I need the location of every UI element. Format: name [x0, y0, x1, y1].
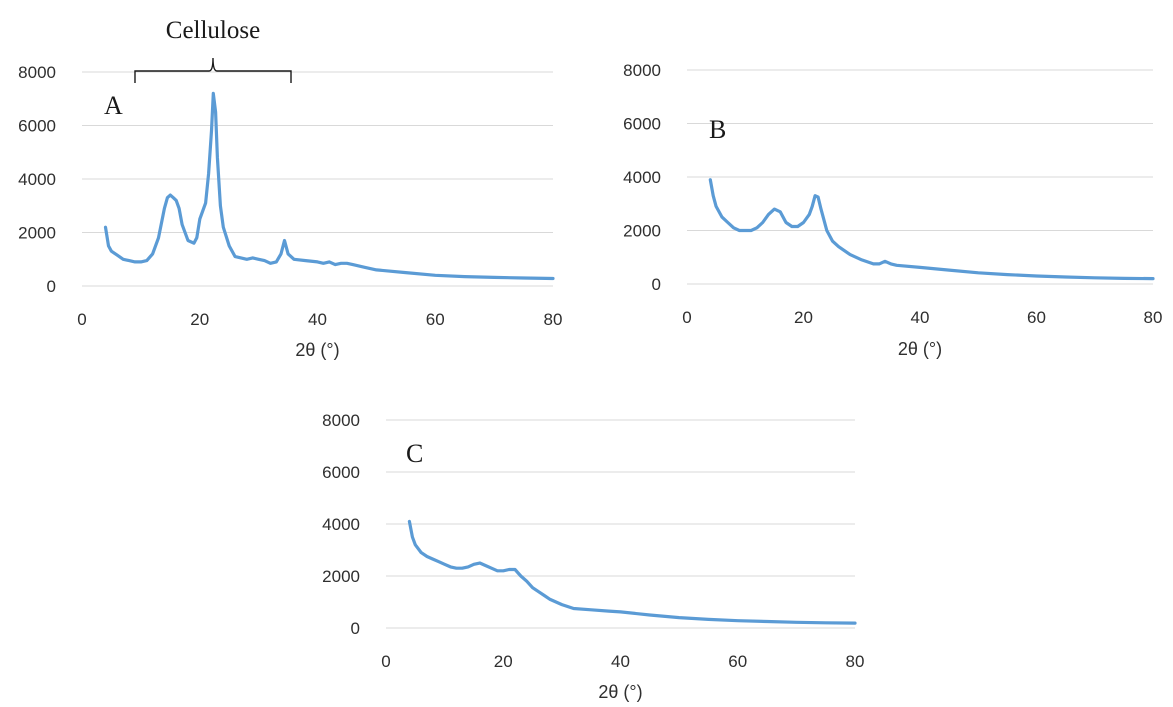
x-tick-label: 60 [426, 310, 445, 329]
y-tick-label: 0 [652, 275, 661, 294]
x-tick-label: 80 [544, 310, 563, 329]
x-tick-label: 20 [494, 652, 513, 671]
x-tick-label: 40 [911, 308, 930, 327]
y-tick-label: 0 [351, 619, 360, 638]
x-tick-label: 0 [381, 652, 390, 671]
panel-label: A [104, 91, 123, 120]
y-tick-label: 4000 [18, 170, 56, 189]
panel-a-chart: 0 2000 4000 6000 8000 0 20 40 60 80 2θ (°) A Cellulo… [18, 17, 562, 360]
cellulose-bracket [134, 57, 292, 83]
x-axis-title: 2θ (°) [295, 340, 339, 360]
cellulose-annotation: Cellulose [166, 17, 260, 44]
panel-c-chart: 0 2000 4000 6000 8000 0 20 40 60 80 2θ (°) C [322, 411, 864, 702]
y-tick-label: 2000 [18, 224, 56, 243]
panel-b-chart: 0 2000 4000 6000 8000 0 20 40 60 80 2θ (°) B [623, 61, 1162, 359]
x-tick-label: 80 [846, 652, 865, 671]
y-tick-label: 6000 [18, 117, 56, 136]
series-line [708, 178, 1155, 281]
y-tick-label: 6000 [623, 115, 661, 134]
panel-label: B [709, 115, 726, 144]
x-tick-label: 40 [308, 310, 327, 329]
x-axis-title: 2θ (°) [598, 682, 642, 702]
y-tick-label: 2000 [623, 222, 661, 241]
series-line [407, 519, 857, 625]
y-tick-label: 4000 [623, 168, 661, 187]
y-tick-label: 8000 [322, 411, 360, 430]
y-tick-label: 4000 [322, 515, 360, 534]
y-tick-label: 8000 [623, 61, 661, 80]
x-tick-label: 60 [1027, 308, 1046, 327]
x-tick-label: 60 [728, 652, 747, 671]
x-tick-label: 80 [1144, 308, 1163, 327]
x-tick-label: 20 [190, 310, 209, 329]
y-tick-label: 0 [47, 277, 56, 296]
x-tick-label: 0 [77, 310, 86, 329]
x-tick-label: 20 [794, 308, 813, 327]
x-axis-title: 2θ (°) [898, 339, 942, 359]
y-tick-label: 2000 [322, 567, 360, 586]
series-line [103, 91, 555, 281]
y-tick-label: 6000 [322, 463, 360, 482]
x-tick-label: 40 [611, 652, 630, 671]
x-tick-label: 0 [682, 308, 691, 327]
y-tick-label: 8000 [18, 63, 56, 82]
panel-label: C [406, 439, 423, 468]
